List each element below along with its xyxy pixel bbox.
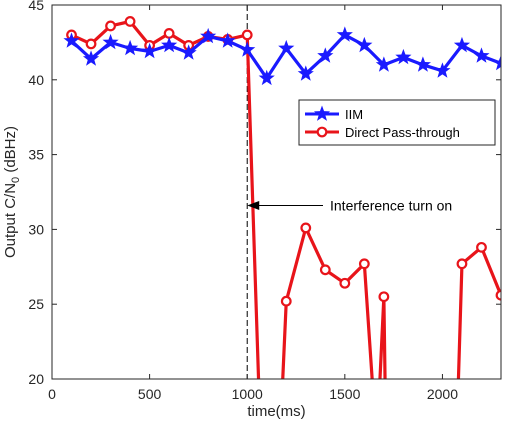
series-iim-point: [239, 41, 256, 57]
y-axis-label: Output C/N0 (dBHz): [2, 126, 22, 258]
series-iim-point: [180, 44, 197, 60]
series-iim-point: [414, 56, 431, 72]
series-iim-point: [82, 50, 100, 66]
x-tick-label: 500: [138, 386, 162, 402]
series-direct-point: [124, 16, 136, 27]
series-direct-point: [476, 241, 487, 253]
series-direct-line: [281, 226, 374, 379]
series-iim-point: [219, 32, 236, 48]
annotation: Interference turn on: [247, 197, 452, 213]
y-axis-label-subscript: 0: [10, 177, 22, 183]
x-tick-label: 1500: [329, 386, 360, 402]
series-direct-point: [85, 38, 97, 50]
x-axis-label: time(ms): [247, 403, 305, 420]
series-iim-point: [317, 47, 334, 63]
series-direct-line: [70, 19, 261, 379]
y-tick-label: 35: [28, 147, 44, 163]
x-tick-label: 1000: [232, 386, 263, 402]
series-iim-point: [63, 32, 80, 48]
series-iim-point: [200, 27, 217, 44]
legend-label-iim: IIM: [345, 107, 363, 122]
series-direct-point: [105, 20, 116, 32]
series-direct-point: [300, 222, 312, 234]
series-direct-point: [378, 291, 390, 303]
plot-frame: [51, 4, 502, 380]
y-axis-label-unit: (dBHz): [2, 126, 19, 177]
series-direct-point: [280, 295, 292, 307]
y-axis-label-main: Output C/N: [2, 183, 19, 258]
annotation-arrowhead: [247, 200, 260, 210]
series-iim-point: [375, 56, 392, 72]
y-tick-label: 45: [28, 0, 44, 13]
y-tick-label: 20: [28, 371, 44, 387]
data-layer: [63, 5, 501, 379]
series-iim-point: [258, 69, 275, 86]
legend-box: [298, 99, 496, 146]
series-iim-point: [161, 36, 178, 53]
series-direct-line: [456, 245, 501, 379]
series-iim-point: [122, 39, 139, 56]
series-iim-point: [473, 47, 490, 63]
series-direct-point: [456, 258, 468, 270]
annotation-text: Interference turn on: [330, 197, 452, 213]
series-direct-point: [163, 28, 175, 39]
axes: 0 500 1000 1500 2000 20 25 30 35 40 45: [28, 0, 502, 402]
series-iim-point: [297, 65, 314, 81]
legend: IIM Direct Pass-through: [298, 99, 496, 146]
series-iim-point: [356, 36, 373, 53]
series-direct-point: [339, 277, 351, 289]
series-iim-point: [453, 36, 471, 53]
series-iim-point: [336, 26, 353, 42]
x-tick-label: 0: [48, 386, 56, 402]
series-iim-point: [395, 48, 412, 65]
legend-label-direct: Direct Pass-through: [345, 125, 460, 140]
legend-marker-iim: [313, 105, 331, 121]
svg-text:Output C/N0 (dBHz): Output C/N0 (dBHz): [2, 126, 22, 258]
series-iim: [63, 26, 501, 86]
series-iim-point: [492, 54, 501, 71]
y-tick-label: 40: [28, 72, 44, 88]
series-iim-point: [278, 39, 295, 56]
series-iim-point: [141, 42, 158, 59]
series-iim-point: [434, 62, 451, 78]
y-tick-label: 25: [28, 296, 44, 312]
series-direct-point: [319, 264, 331, 276]
y-tick-label: 30: [28, 221, 44, 237]
series-iim-point: [102, 33, 119, 50]
series-direct-point: [495, 289, 501, 301]
x-tick-label: 2000: [427, 386, 458, 402]
series-direct-point: [241, 29, 253, 41]
legend-marker-direct: [316, 126, 328, 138]
series-direct-line: [378, 295, 387, 379]
series-direct-point: [358, 258, 370, 270]
series-direct: [66, 16, 501, 379]
